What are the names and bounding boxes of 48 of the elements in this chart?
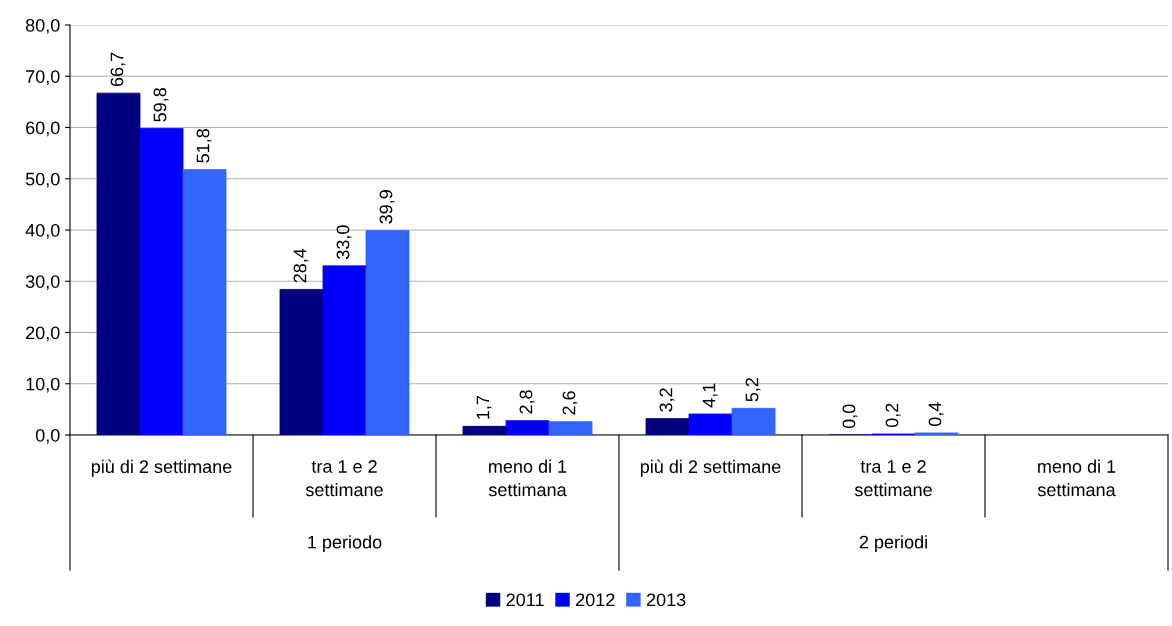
data-label: 2,6 [562,391,578,415]
bar [645,418,690,435]
x-tick-label: tra 1 e 2 settimane [854,460,932,497]
data-label: 4,1 [702,383,718,408]
data-label: 28,4 [293,248,309,283]
bar [279,289,324,435]
x-tick-label: meno di 1 settimana [1037,459,1116,497]
data-label: 0,0 [842,404,858,429]
legend-label: 2012 [576,593,615,607]
data-label: 0,4 [928,402,944,427]
bar [505,420,550,435]
x-tick-label: più di 2 settimane [91,459,232,477]
data-label: 51,8 [196,129,212,163]
bar [688,413,733,435]
y-tick-label: 0,0 [35,428,60,444]
x-tick-label: meno di 1 settimana [488,459,567,497]
x-tick-label: più di 2 settimane [640,459,781,477]
text: 2 periodi [859,535,927,553]
x-tick-label: tra 1 e 2 settimane [305,460,383,497]
y-tick-label: 80,0 [25,18,60,34]
bar [322,265,367,435]
data-label: 1,7 [476,395,492,419]
data-label: 39,9 [379,190,395,224]
legend-label: 2011 [506,593,544,607]
y-tick-label: 50,0 [25,172,60,188]
y-tick-label: 40,0 [25,223,60,239]
data-label: 59,8 [153,88,169,122]
data-label: 3,2 [659,388,675,412]
bar [365,230,410,435]
data-label: 5,2 [745,378,761,402]
bar [731,407,776,435]
data-label: 66,7 [110,52,126,87]
y-tick-label: 20,0 [26,326,60,342]
bar [182,169,227,435]
data-label: 0,2 [885,403,901,428]
y-tick-label: 60,0 [26,121,60,137]
y-tick-label: 30,0 [25,275,60,291]
legend-label: 2013 [646,593,686,607]
data-label: 33,0 [336,225,352,260]
bar [96,92,141,435]
bar [548,421,593,435]
y-tick-label: 10,0 [26,377,60,393]
bar [914,432,959,435]
bar [462,425,507,435]
y-tick-label: 70,0 [26,70,60,86]
bar [139,128,184,435]
text: 1 periodo [308,535,382,553]
data-label: 2,8 [519,390,535,414]
